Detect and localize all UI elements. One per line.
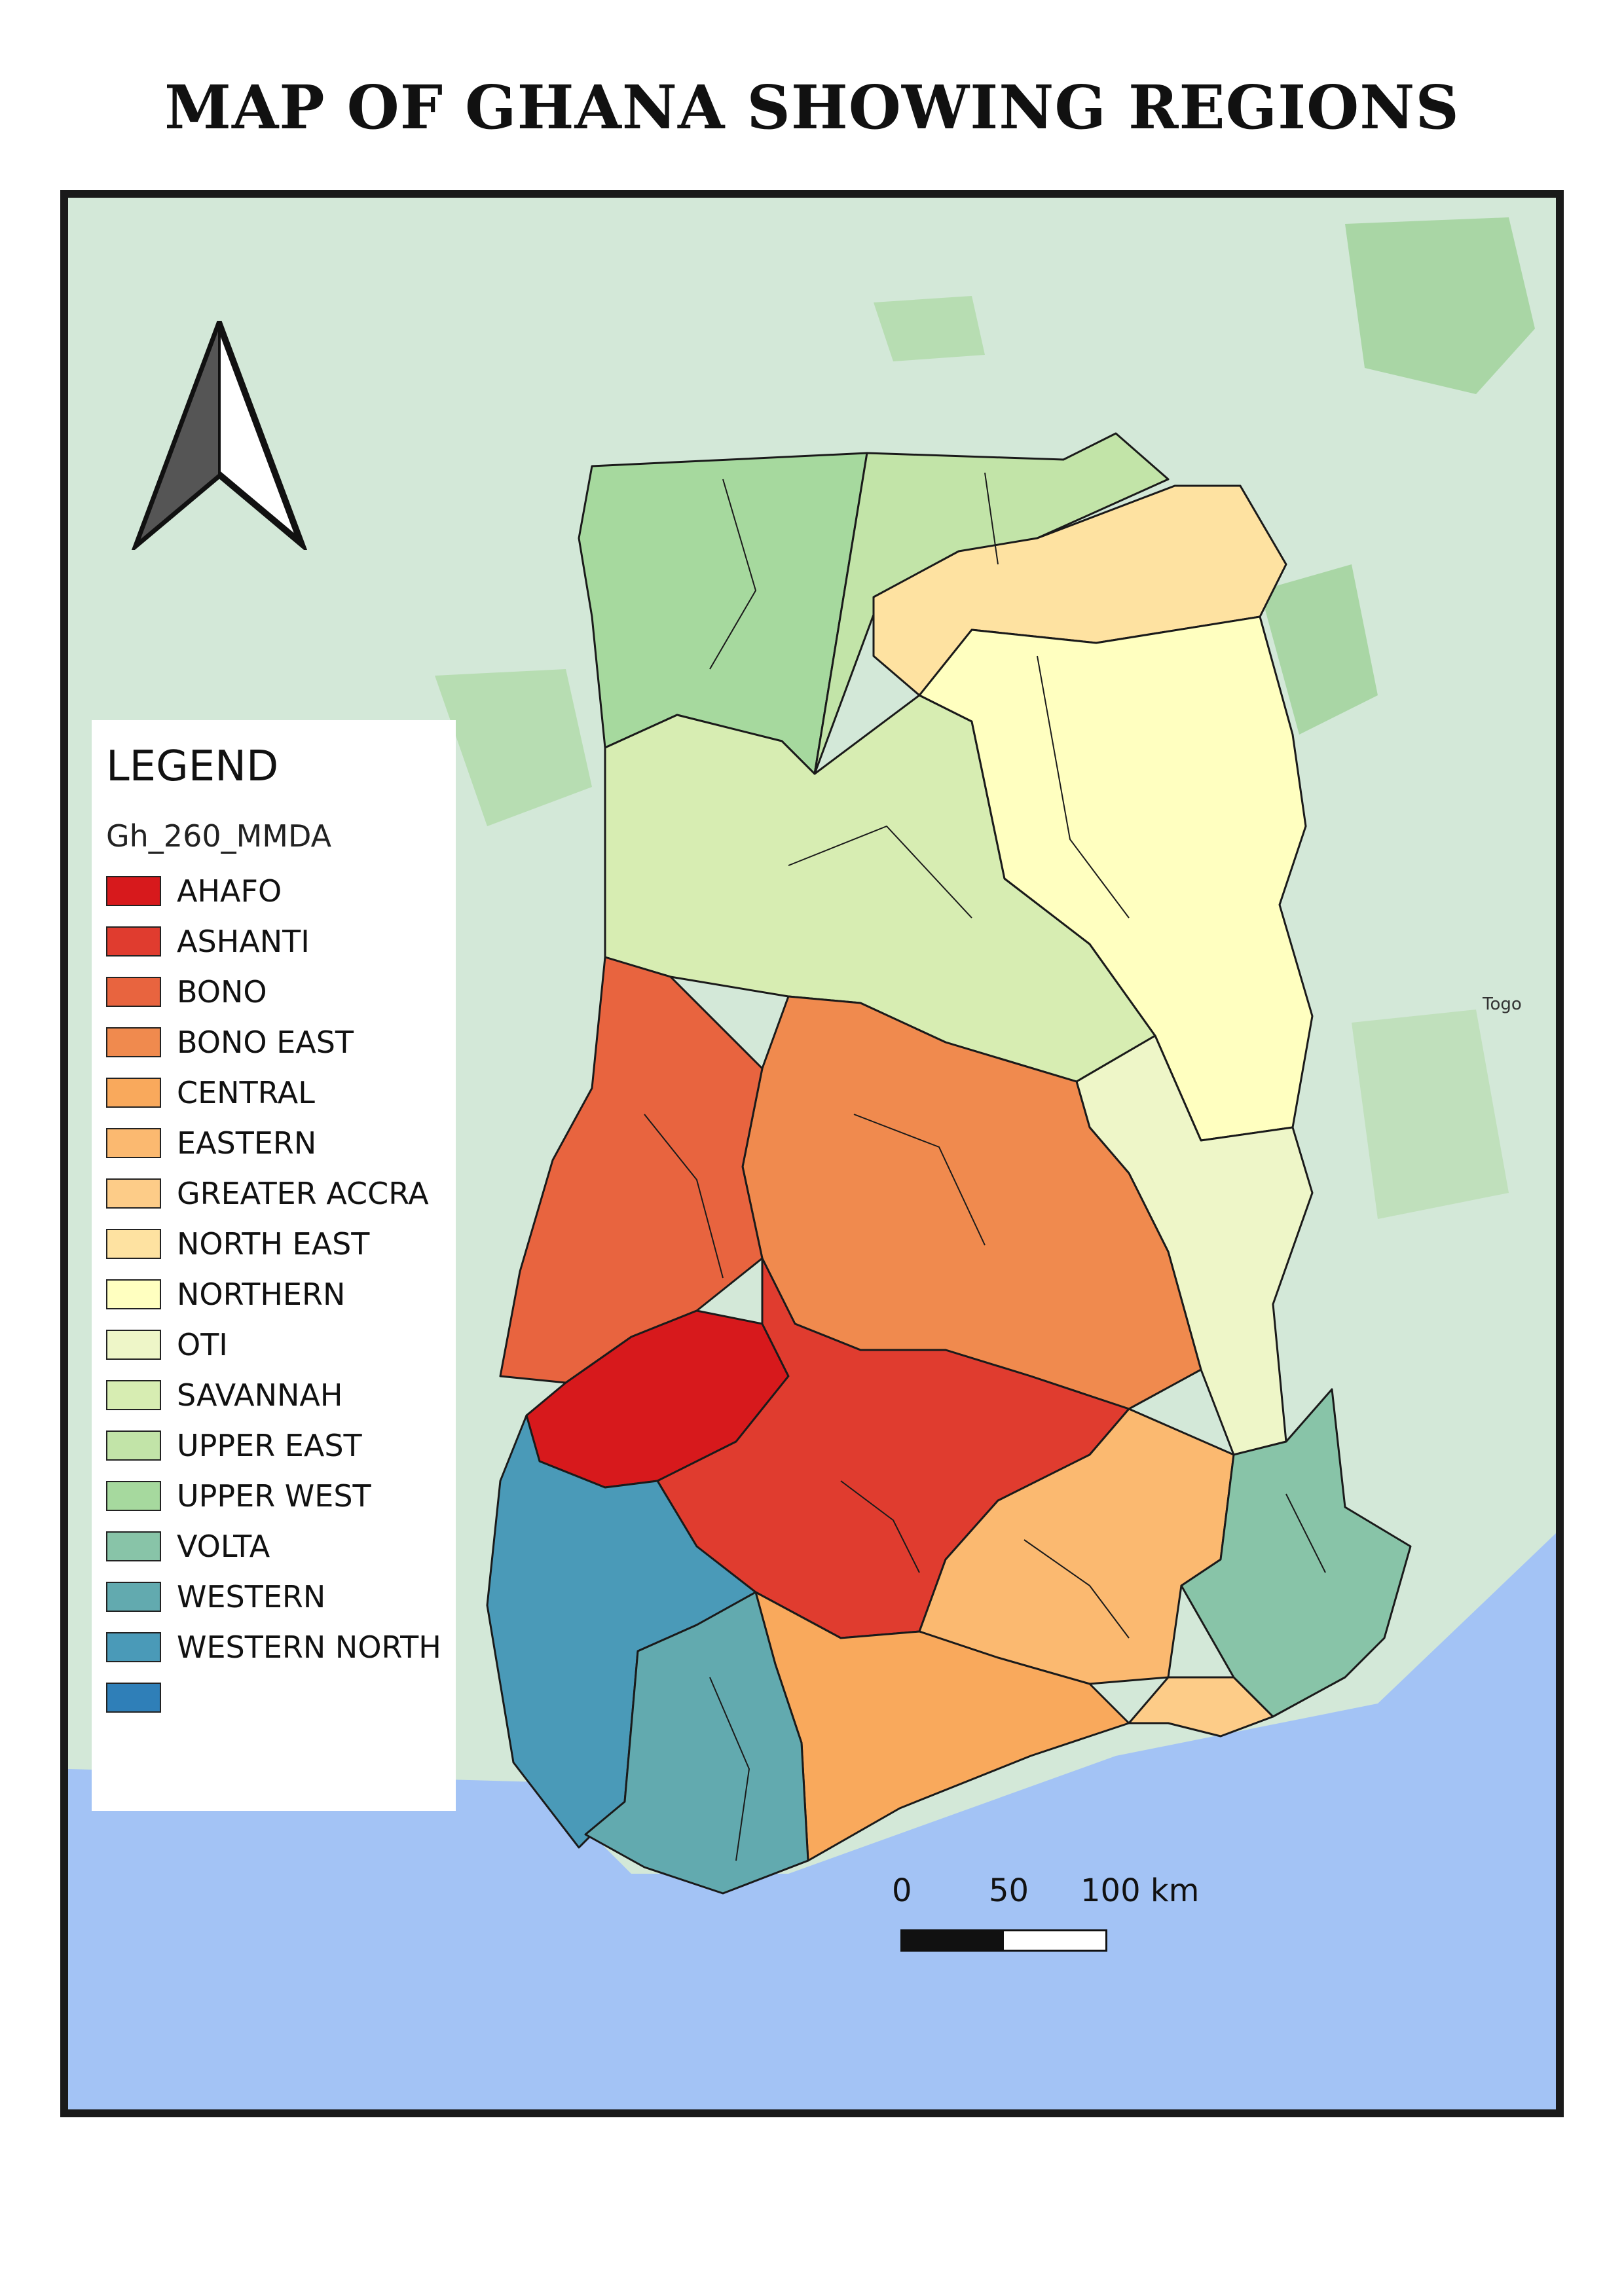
region-northern[interactable] bbox=[918, 615, 1314, 1142]
scale-bar-segment bbox=[902, 1931, 1004, 1950]
legend-label: EASTERN bbox=[177, 1125, 317, 1161]
forest-patch bbox=[1352, 1010, 1509, 1219]
legend-title: LEGEND bbox=[106, 742, 279, 791]
legend-label: WESTERN NORTH bbox=[177, 1630, 441, 1665]
legend-swatch bbox=[106, 1430, 161, 1461]
legend-swatch bbox=[106, 1128, 161, 1158]
legend-swatch bbox=[106, 1481, 161, 1511]
legend-swatch bbox=[106, 1380, 161, 1410]
legend-swatch bbox=[106, 977, 161, 1007]
forest-patch bbox=[435, 669, 592, 826]
legend-swatch bbox=[106, 1027, 161, 1057]
legend-label: CENTRAL bbox=[177, 1075, 315, 1110]
region-north-east[interactable] bbox=[872, 484, 1287, 697]
scale-bar-labels: 0 50 100 km bbox=[871, 1872, 1211, 1918]
scale-label-0: 0 bbox=[892, 1872, 912, 1909]
forest-patch bbox=[1345, 217, 1535, 394]
legend-swatch bbox=[106, 926, 161, 957]
legend-label: SAVANNAH bbox=[177, 1377, 343, 1413]
legend-swatch bbox=[106, 1178, 161, 1209]
legend-label: AHAFO bbox=[177, 873, 282, 909]
legend-layer-name: Gh_260_MMDA bbox=[106, 818, 332, 854]
legend-swatch bbox=[106, 1683, 161, 1713]
legend-swatch bbox=[106, 1078, 161, 1108]
ghana-regions bbox=[486, 432, 1412, 1895]
legend-label: OTI bbox=[177, 1327, 228, 1362]
label-togo: Togo bbox=[1482, 994, 1522, 1014]
scale-label-100km: 100 km bbox=[1080, 1872, 1200, 1909]
scale-bar bbox=[900, 1929, 1107, 1952]
legend-swatch bbox=[106, 1330, 161, 1360]
region-western[interactable] bbox=[584, 1591, 809, 1895]
legend-swatch bbox=[106, 1632, 161, 1662]
legend-swatch bbox=[106, 1279, 161, 1309]
map-title: MAP OF GHANA SHOWING REGIONS bbox=[164, 72, 1460, 143]
legend-label: UPPER EAST bbox=[177, 1428, 362, 1463]
legend-label: GREATER ACCRA bbox=[177, 1176, 429, 1211]
scale-label-50: 50 bbox=[989, 1872, 1029, 1909]
legend-panel: LEGEND Gh_260_MMDA AHAFO ASHANTI BONO BONO … bbox=[92, 720, 456, 1811]
forest-patch bbox=[874, 296, 985, 361]
legend-label: BONO EAST bbox=[177, 1025, 354, 1060]
legend-label: VOLTA bbox=[177, 1529, 270, 1564]
sea bbox=[68, 1533, 1556, 2109]
legend-swatch bbox=[106, 1531, 161, 1561]
legend-label: NORTHERN bbox=[177, 1277, 346, 1312]
north-arrow-icon bbox=[131, 321, 308, 550]
region-volta[interactable] bbox=[1180, 1388, 1412, 1718]
legend-label: BONO bbox=[177, 974, 267, 1010]
legend-label: UPPER WEST bbox=[177, 1478, 371, 1514]
forest-patch bbox=[1260, 564, 1378, 735]
legend-swatch bbox=[106, 1582, 161, 1612]
legend-label: NORTH EAST bbox=[177, 1226, 370, 1262]
legend-label: ASHANTI bbox=[177, 924, 310, 959]
legend-label: WESTERN bbox=[177, 1579, 326, 1614]
legend-swatch bbox=[106, 876, 161, 906]
district-lines bbox=[644, 472, 1326, 1861]
legend-swatch bbox=[106, 1229, 161, 1259]
